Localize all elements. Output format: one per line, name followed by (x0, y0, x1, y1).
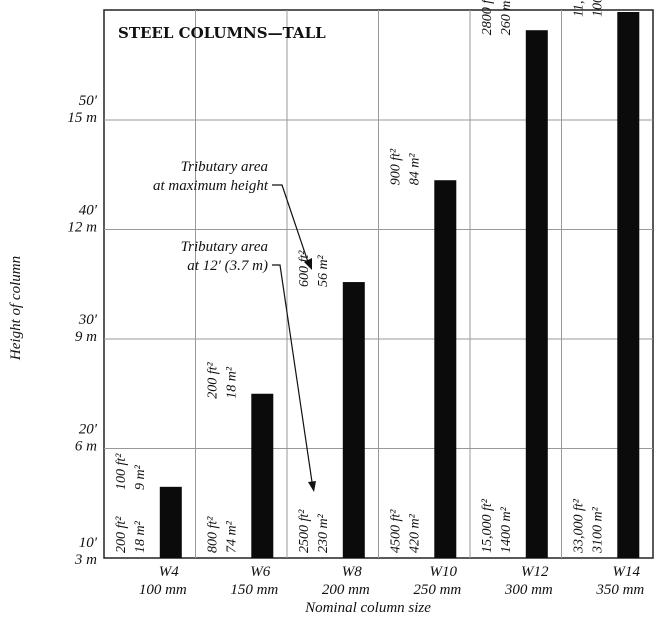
y-tick-label-ft: 40′ (79, 203, 98, 219)
y-tick-label-m: 12 m (67, 220, 97, 236)
bar-w6 (251, 393, 274, 558)
area-12ft-label-ft: 800 ft² (205, 516, 220, 553)
area-max-label-ft: 900 ft² (388, 148, 403, 185)
grid (103, 9, 654, 559)
annotations: Tributary area at maximum height Tributary… (153, 159, 316, 492)
area-12ft-label-m: 18 m² (133, 520, 148, 553)
x-tick-label: W10 (430, 564, 458, 580)
x-tick-label-metric: 100 mm (139, 582, 187, 598)
area-max-label-m: 9 m² (133, 464, 148, 490)
bar-w14 (617, 12, 640, 558)
area-12ft-label-ft: 33,000 ft² (571, 498, 586, 554)
y-tick-label-ft: 10′ (79, 535, 98, 551)
area-12ft-label-m: 74 m² (224, 520, 239, 553)
x-tick-label-metric: 200 mm (322, 582, 370, 598)
x-tick-label-metric: 250 mm (413, 582, 461, 598)
y-tick-label-m: 3 m (74, 552, 97, 568)
x-tick-label: W4 (159, 564, 179, 580)
area-max-label-m: 56 m² (316, 254, 331, 287)
annotation-12ft-line1: Tributary area (181, 239, 268, 255)
leader-arrow-12ft (308, 481, 316, 492)
y-tick-label-ft: 30′ (78, 312, 98, 328)
x-tick-label: W6 (250, 564, 270, 580)
y-tick-label-m: 15 m (67, 110, 97, 126)
x-tick-label-metric: 300 mm (504, 582, 553, 598)
x-axis-label: Nominal column size (304, 600, 431, 616)
area-max-label-m: 84 m² (407, 153, 422, 186)
area-12ft-label-ft: 15,000 ft² (480, 498, 495, 553)
x-tick-label: W14 (613, 564, 641, 580)
x-tick-label-metric: 150 mm (230, 582, 278, 598)
y-tick-labels: 10′3 m 20′6 m 30′9 m 40′12 m 50′15 m (67, 93, 97, 568)
area-12ft-label-ft: 2500 ft² (297, 509, 312, 553)
y-axis-label: Height of column (8, 256, 24, 361)
area-max-label-ft: 600 ft² (297, 250, 312, 287)
bars (159, 12, 640, 558)
y-tick-label-ft: 20′ (79, 422, 98, 438)
area-12ft-label-ft: 4500 ft² (388, 509, 403, 553)
x-tick-label: W8 (342, 564, 362, 580)
area-max-label-ft: 100 ft² (114, 453, 129, 490)
area-labels: 200 ft² 18 m² 800 ft² 74 m² 2500 ft² 230 m² 45… (114, 0, 605, 554)
x-tick-labels: W4 100 mm W6 150 mm W8 200 mm W10 250 mm W12 300 … (139, 564, 645, 598)
annotation-max-line2: at maximum height (153, 178, 269, 194)
x-tick-label: W12 (521, 564, 549, 580)
bar-w12 (525, 30, 548, 558)
area-12ft-label-ft: 200 ft² (114, 516, 129, 553)
area-max-label-m: 260 m² (499, 0, 514, 35)
bar-w8 (342, 282, 365, 558)
y-tick-label-ft: 50′ (79, 93, 98, 109)
area-12ft-label-m: 3100 m² (590, 506, 605, 554)
x-tick-label-metric: 350 mm (595, 582, 644, 598)
leader-line-12ft (272, 264, 313, 483)
area-max-label-m: 18 m² (224, 366, 239, 399)
area-max-label-ft: 2800 ft² (480, 0, 495, 35)
leader-line-max (272, 184, 309, 263)
chart-title: STEEL COLUMNS—TALL (118, 24, 326, 42)
area-max-label-m: 1000 m² (590, 0, 605, 17)
leader-arrow-max (304, 258, 312, 270)
area-12ft-label-m: 420 m² (407, 513, 422, 553)
area-12ft-label-m: 230 m² (316, 513, 331, 553)
area-max-label-ft: 11,000 ft² (571, 0, 586, 17)
bar-w4 (159, 486, 182, 558)
area-max-label-ft: 200 ft² (205, 361, 220, 398)
area-12ft-label-m: 1400 m² (499, 506, 514, 553)
annotation-max-line1: Tributary area (181, 159, 268, 175)
y-tick-label-m: 9 m (75, 329, 97, 345)
bar-w10 (434, 180, 457, 558)
annotation-12ft-line2: at 12′ (3.7 m) (187, 258, 268, 274)
y-tick-label-m: 6 m (75, 439, 97, 455)
